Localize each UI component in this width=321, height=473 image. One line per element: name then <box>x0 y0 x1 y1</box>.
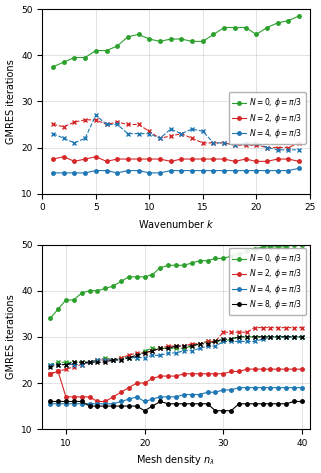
Legend: $N=0,\,\phi=\pi/3$, $N=2,\,\phi=\pi/3$, $N=4,\,\phi=\pi/3$: $N=0,\,\phi=\pi/3$, $N=2,\,\phi=\pi/3$, … <box>229 93 306 144</box>
Y-axis label: GMRES iterations: GMRES iterations <box>5 295 15 379</box>
Y-axis label: GMRES iterations: GMRES iterations <box>5 59 15 144</box>
X-axis label: Mesh density $n_{\lambda}$: Mesh density $n_{\lambda}$ <box>136 454 216 467</box>
Legend: $N=0,\,\phi=\pi/3$, $N=2,\,\phi=\pi/3$, $N=4,\,\phi=\pi/3$, $N=8,\,\phi=\pi/3$: $N=0,\,\phi=\pi/3$, $N=2,\,\phi=\pi/3$, … <box>229 248 306 315</box>
X-axis label: Wavenumber $k$: Wavenumber $k$ <box>138 218 214 230</box>
